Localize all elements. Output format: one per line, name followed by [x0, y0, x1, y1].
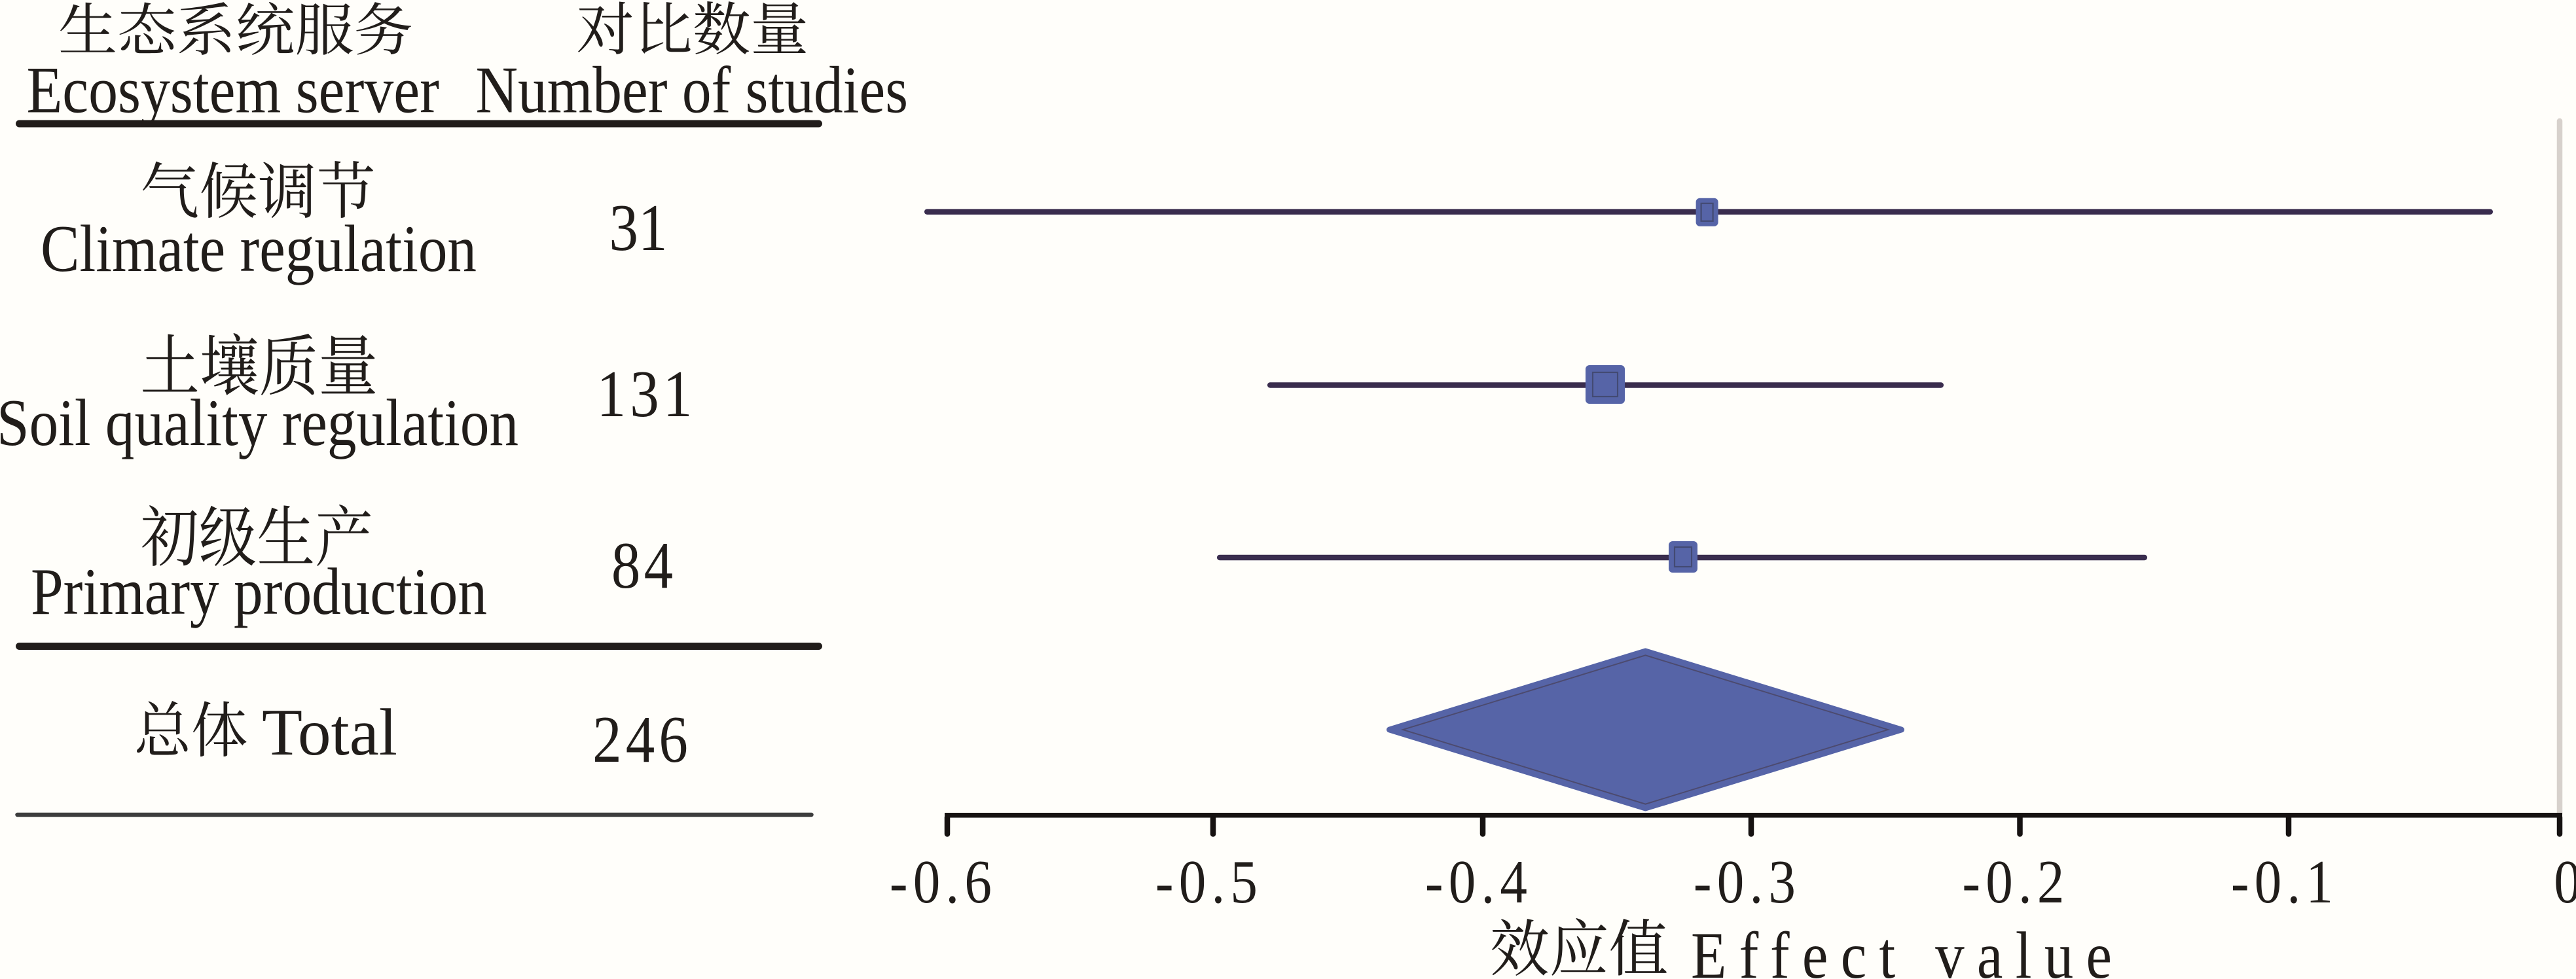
svg-text:-0.6: -0.6 — [890, 848, 997, 916]
svg-text:Soil quality regulation: Soil quality regulation — [0, 386, 518, 460]
svg-text:-0.2: -0.2 — [1962, 848, 2069, 916]
svg-text:131: 131 — [597, 357, 697, 431]
svg-text:-0.4: -0.4 — [1425, 848, 1533, 916]
svg-text:-0.5: -0.5 — [1155, 848, 1263, 916]
svg-text:-0.1: -0.1 — [2231, 848, 2338, 916]
svg-text:Number of studies: Number of studies — [475, 53, 908, 127]
svg-text:Total: Total — [262, 696, 397, 770]
svg-text:Primary production: Primary production — [31, 555, 487, 629]
svg-text:0: 0 — [2554, 848, 2576, 916]
svg-text:84: 84 — [611, 529, 677, 603]
svg-text:Climate regulation: Climate regulation — [41, 212, 477, 286]
svg-text:246: 246 — [592, 703, 692, 777]
svg-text:Effect value: Effect value — [1691, 919, 2124, 979]
svg-text:Ecosystem server: Ecosystem server — [26, 53, 439, 127]
svg-text:31: 31 — [609, 191, 667, 265]
svg-text:-0.3: -0.3 — [1694, 848, 1801, 916]
